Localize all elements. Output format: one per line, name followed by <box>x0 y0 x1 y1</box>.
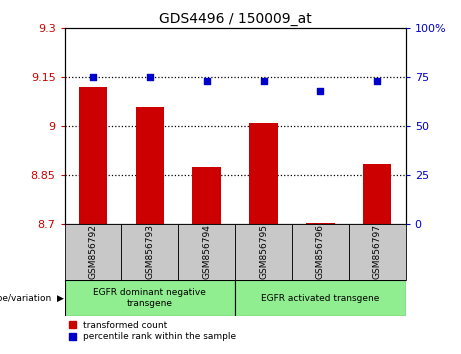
Text: EGFR dominant negative
transgene: EGFR dominant negative transgene <box>94 288 206 308</box>
Point <box>203 78 210 84</box>
Bar <box>136 107 164 224</box>
FancyBboxPatch shape <box>235 280 406 316</box>
Text: GSM856792: GSM856792 <box>89 224 97 279</box>
Text: EGFR activated transgene: EGFR activated transgene <box>261 293 379 303</box>
Point <box>260 78 267 84</box>
FancyBboxPatch shape <box>65 224 121 280</box>
Text: genotype/variation  ▶: genotype/variation ▶ <box>0 293 64 303</box>
Text: GSM856797: GSM856797 <box>373 224 382 279</box>
FancyBboxPatch shape <box>178 224 235 280</box>
Title: GDS4496 / 150009_at: GDS4496 / 150009_at <box>159 12 312 26</box>
Legend: transformed count, percentile rank within the sample: transformed count, percentile rank withi… <box>69 321 236 341</box>
Text: GSM856793: GSM856793 <box>145 224 154 279</box>
Point <box>146 74 154 80</box>
Point <box>89 74 97 80</box>
Text: GSM856794: GSM856794 <box>202 224 211 279</box>
FancyBboxPatch shape <box>65 280 235 316</box>
Bar <box>193 167 221 224</box>
Bar <box>363 164 391 224</box>
FancyBboxPatch shape <box>292 224 349 280</box>
Text: GSM856795: GSM856795 <box>259 224 268 279</box>
Bar <box>79 87 107 224</box>
Bar <box>249 123 278 224</box>
Text: GSM856796: GSM856796 <box>316 224 325 279</box>
Point <box>373 78 381 84</box>
FancyBboxPatch shape <box>121 224 178 280</box>
Bar <box>306 223 335 224</box>
FancyBboxPatch shape <box>349 224 406 280</box>
FancyBboxPatch shape <box>235 224 292 280</box>
Point <box>317 88 324 94</box>
